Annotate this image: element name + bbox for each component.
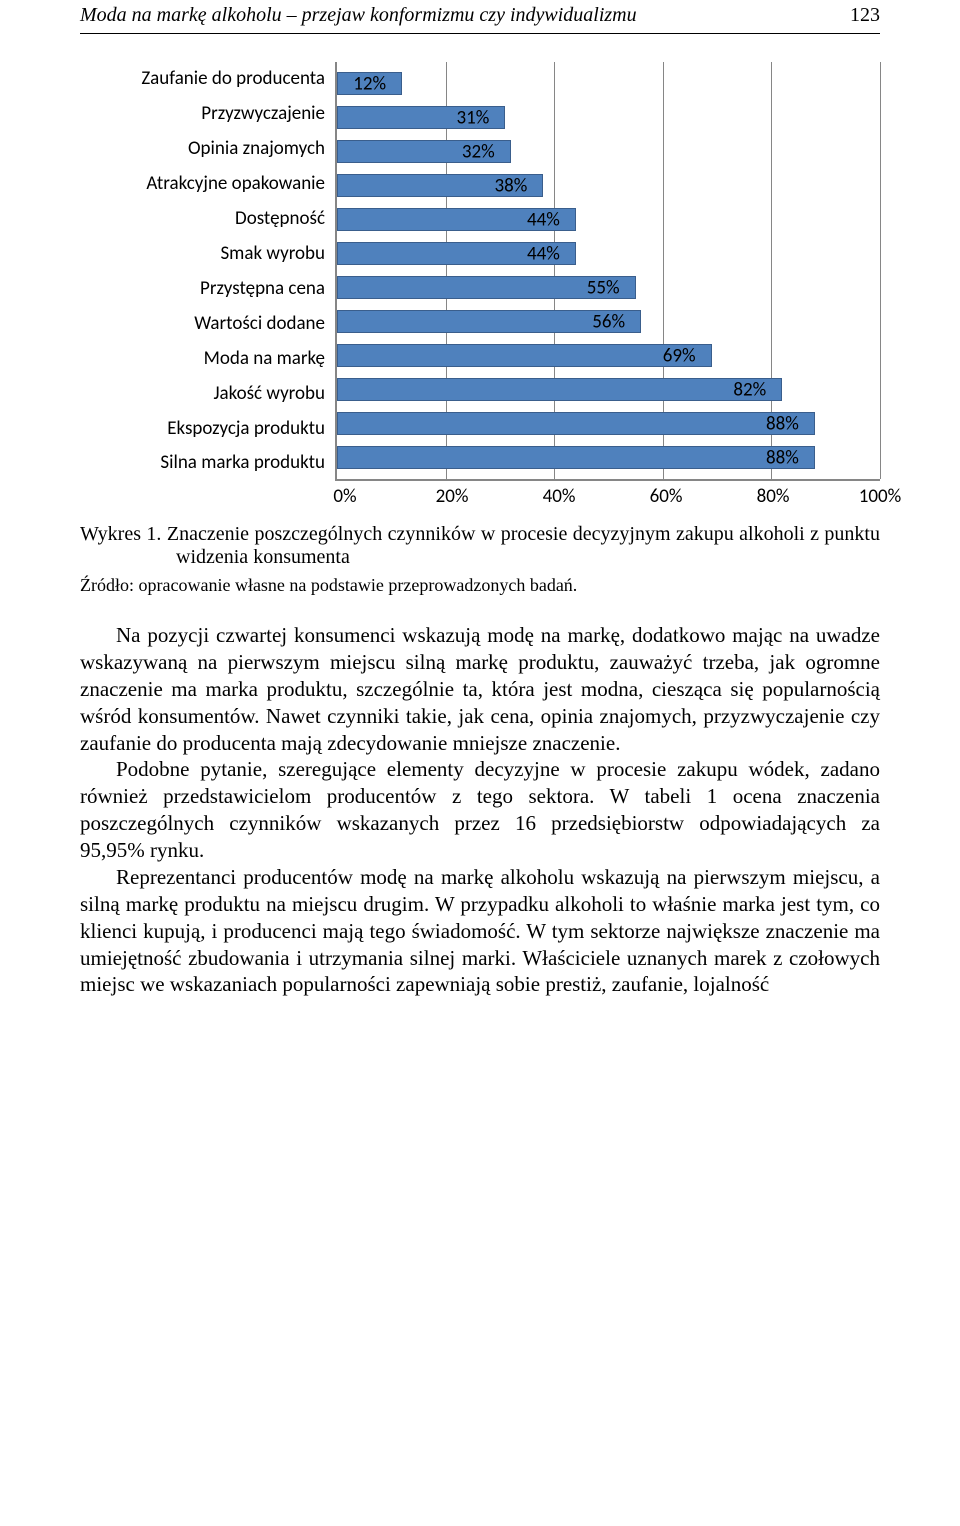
chart-category-label: Smak wyrobu [80,237,325,271]
chart-x-tick: 80% [757,485,790,508]
chart-value-label: 82% [733,378,766,401]
chart-category-label: Moda na markę [80,342,325,376]
chart-bar-row: 12% [337,72,880,95]
chart-x-tick: 0% [333,485,356,508]
chart-bar-row: 31% [337,106,880,129]
chart-bar-row: 88% [337,412,880,435]
paragraph: Na pozycji czwartej konsumenci wskazują … [80,622,880,756]
chart-bar-row: 38% [337,174,880,197]
chart-category-label: Jakość wyrobu [80,377,325,411]
chart-bar [337,446,815,469]
chart-category-label: Dostępność [80,202,325,236]
figure-caption-label: Wykres 1. [80,523,161,545]
chart-category-label: Opinia znajomych [80,132,325,166]
running-head: Moda na markę alkoholu – przejaw konform… [80,0,880,34]
chart-value-label: 44% [527,242,560,265]
chart-bar-row: 56% [337,310,880,333]
chart-category-label: Zaufanie do producenta [80,62,325,96]
chart-value-label: 12% [353,72,386,95]
chart-gridline [880,62,881,479]
chart-value-label: 88% [766,412,799,435]
figure-caption: Wykres 1. Znaczenie poszczególnych czynn… [80,523,880,569]
figure-caption-text: Znaczenie poszczególnych czynników w pro… [167,523,880,568]
chart-bar [337,412,815,435]
chart-bar [337,344,712,367]
chart-bar [337,378,782,401]
chart-category-label: Silna marka produktu [80,446,325,480]
chart-value-label: 32% [462,140,495,163]
chart-bar-row: 44% [337,242,880,265]
chart-category-label: Ekspozycja produktu [80,412,325,446]
chart-x-tick: 40% [543,485,576,508]
chart-value-label: 56% [592,310,625,333]
paragraph: Podobne pytanie, szeregujące elementy de… [80,756,880,864]
chart-category-label: Atrakcyjne opakowanie [80,167,325,201]
running-title: Moda na markę alkoholu – przejaw konform… [80,4,637,27]
body-text: Na pozycji czwartej konsumenci wskazują … [80,622,880,998]
chart-x-axis: 0%20%40%60%80%100% [345,481,880,509]
chart-bar-row: 88% [337,446,880,469]
chart-value-label: 44% [527,208,560,231]
chart-value-label: 88% [766,446,799,469]
chart-bar-row: 44% [337,208,880,231]
chart-x-tick: 20% [436,485,469,508]
chart-bar-row: 82% [337,378,880,401]
chart-x-tick: 100% [859,485,901,508]
chart-value-label: 31% [456,106,489,129]
chart-value-label: 55% [587,276,620,299]
chart-bar-row: 69% [337,344,880,367]
figure-source: Źródło: opracowanie własne na podstawie … [80,575,880,596]
chart-category-label: Przystępna cena [80,272,325,306]
paragraph: Reprezentanci producentów modę na markę … [80,864,880,998]
page-number: 123 [850,4,880,27]
chart-value-label: 69% [663,344,696,367]
chart-category-labels: Zaufanie do producentaPrzyzwyczajenieOpi… [80,62,335,481]
chart-x-tick: 60% [650,485,683,508]
chart-bar-row: 32% [337,140,880,163]
chart-value-label: 38% [494,174,527,197]
chart-bar-row: 55% [337,276,880,299]
chart-plot-area: 12%31%32%38%44%44%55%56%69%82%88%88% [335,62,880,481]
chart-category-label: Wartości dodane [80,307,325,341]
chart-category-label: Przyzwyczajenie [80,97,325,131]
chart: Zaufanie do producentaPrzyzwyczajenieOpi… [80,62,880,509]
